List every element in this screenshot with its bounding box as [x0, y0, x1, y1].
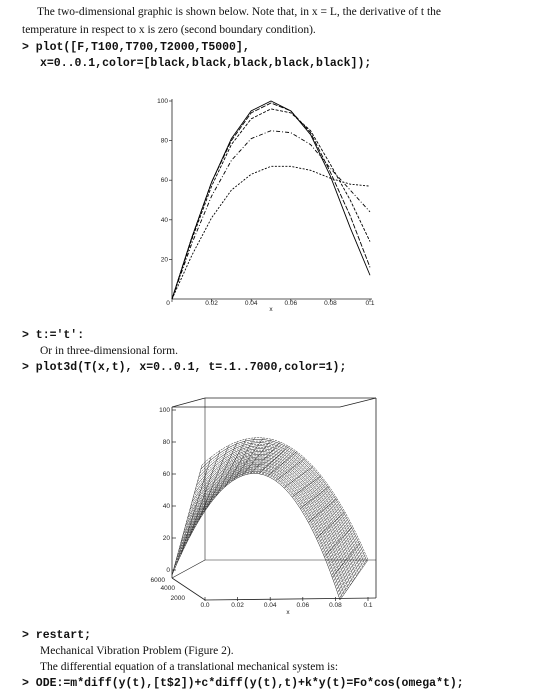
- plot-2d: 20 40 60 80 100 0 0.02 0.04 0.06 0.08 0.1 x: [157, 98, 375, 313]
- code-line: x=0..0.1,color=[black,black,black,black,…: [40, 57, 371, 70]
- x-axis-label: x: [269, 306, 273, 313]
- mesh-line: [189, 450, 221, 537]
- mesh-line: [339, 559, 369, 601]
- paragraph: Mechanical Vibration Problem (Figure 2).: [40, 645, 234, 657]
- x-tick-label: 0.02: [231, 602, 244, 609]
- curve: [171, 165, 371, 300]
- code-line: > t:='t':: [22, 329, 84, 342]
- x-tick-label: 0.02: [205, 300, 218, 307]
- x-tick-label: 0: [166, 300, 170, 307]
- x-tick-label: 0.08: [324, 300, 337, 307]
- mesh-line: [201, 437, 369, 561]
- mesh-line: [267, 451, 297, 477]
- mesh-line: [181, 462, 350, 587]
- x-tick-label: 0.04: [245, 300, 258, 307]
- x-tick-label: 0.1: [365, 300, 374, 307]
- x-tick-label: 0.06: [284, 300, 297, 307]
- code-line: > plot3d(T(x,t), x=0..0.1, t=.1..7000,co…: [22, 361, 346, 374]
- mesh-line: [300, 486, 330, 509]
- mesh-line: [171, 464, 203, 576]
- mesh-line: [177, 467, 346, 593]
- curve: [171, 100, 371, 300]
- t-tick-label: 2000: [171, 595, 186, 602]
- mesh-line: [179, 465, 348, 590]
- x-tick-label: 0.08: [329, 602, 342, 609]
- t-tick-label: 4000: [161, 585, 176, 592]
- paragraph: Or in three-dimensional form.: [40, 345, 178, 357]
- t-tick-label: 6000: [151, 577, 166, 584]
- z-tick-label: 60: [163, 471, 171, 478]
- mesh-line: [283, 466, 314, 488]
- box-edge: [204, 597, 377, 601]
- box-edge: [171, 577, 206, 601]
- mesh-line: [216, 438, 247, 497]
- mesh-line: [198, 445, 229, 521]
- x-tick-label: 0.1: [363, 602, 372, 609]
- box-edge: [171, 397, 206, 408]
- mesh-line: [182, 461, 351, 586]
- mesh-line: [324, 526, 353, 557]
- mesh-line: [258, 446, 289, 474]
- z-tick-label: 0: [166, 567, 170, 574]
- mesh-line: [250, 442, 281, 474]
- mesh-line: [178, 466, 347, 592]
- z-tick-label: 40: [163, 503, 171, 510]
- x-axis-label: x: [286, 609, 290, 616]
- mesh-line: [241, 439, 272, 476]
- code-line: > restart;: [22, 629, 91, 642]
- mesh-line: [184, 460, 352, 584]
- box-edge: [171, 559, 206, 579]
- z-tick-label: 80: [163, 439, 171, 446]
- curve: [171, 102, 371, 300]
- x-tick-label: 0.04: [264, 602, 277, 609]
- mesh-line: [224, 437, 255, 488]
- mesh-line: [207, 441, 238, 508]
- x-tick-label: 0.0: [200, 602, 209, 609]
- curve: [171, 108, 371, 300]
- mesh-line: [180, 457, 212, 555]
- y-tick-label: 60: [161, 177, 169, 184]
- mesh-line: [308, 498, 338, 523]
- mesh-line: [175, 469, 344, 596]
- x-tick-label: 0.06: [296, 602, 309, 609]
- mesh-line: [233, 437, 264, 481]
- y-tick-label: 100: [157, 98, 168, 105]
- mesh-line: [275, 458, 306, 481]
- y-tick-label: 40: [161, 217, 169, 224]
- code-line: > plot([F,T100,T700,T2000,T5000],: [22, 41, 250, 54]
- paragraph: The differential equation of a translati…: [40, 661, 338, 673]
- mesh-line: [316, 511, 346, 539]
- y-tick-label: 20: [161, 256, 169, 263]
- mesh-line: [332, 542, 361, 578]
- mesh-line: [292, 475, 322, 498]
- paragraph: temperature in respect to x is zero (sec…: [22, 24, 316, 36]
- code-line: > ODE:=m*diff(y(t),[t$2])+c*diff(y(t),t)…: [22, 677, 464, 690]
- y-tick-label: 80: [161, 138, 169, 145]
- mesh-line: [199, 440, 367, 564]
- z-tick-label: 100: [159, 407, 170, 414]
- z-tick-label: 20: [163, 535, 171, 542]
- box-edge: [339, 397, 377, 408]
- paragraph: The two-dimensional graphic is shown bel…: [37, 6, 441, 18]
- curve: [171, 130, 371, 300]
